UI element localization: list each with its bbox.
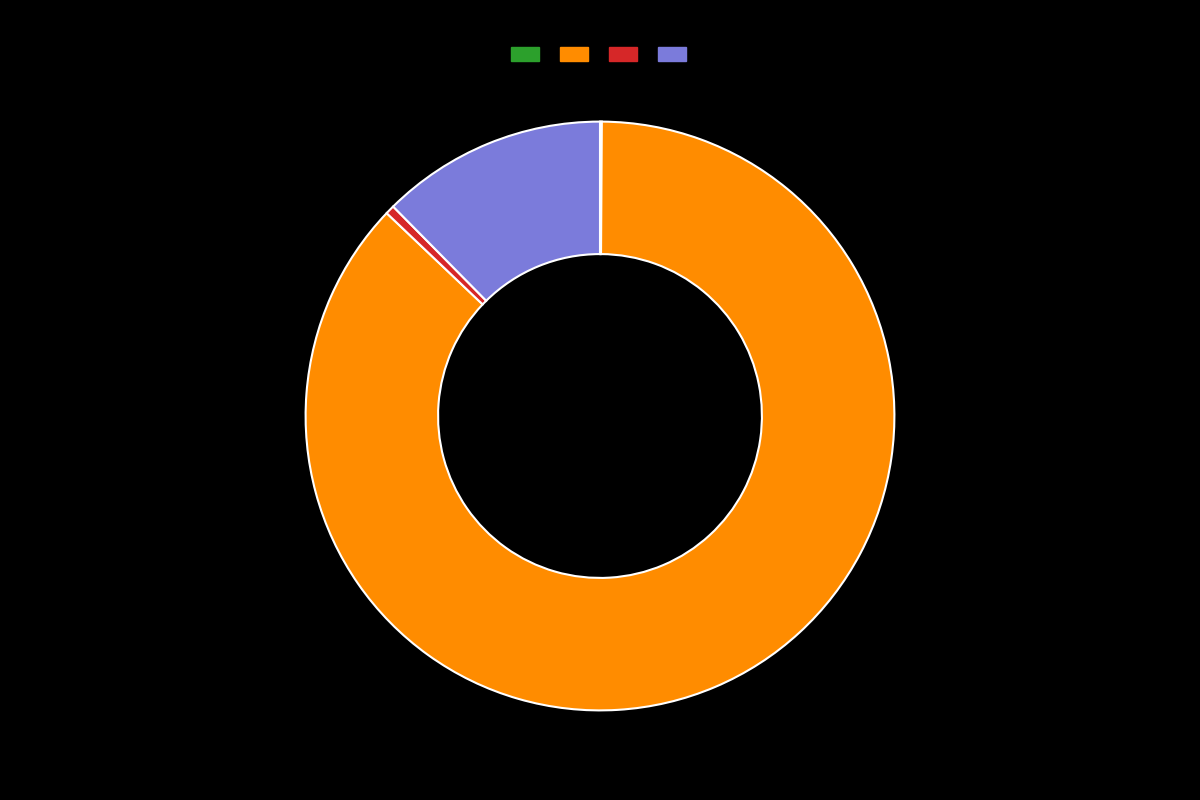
Wedge shape — [394, 122, 600, 301]
Wedge shape — [600, 122, 602, 254]
Legend: , , , : , , , — [505, 41, 695, 68]
Wedge shape — [386, 206, 486, 305]
Wedge shape — [306, 122, 894, 710]
